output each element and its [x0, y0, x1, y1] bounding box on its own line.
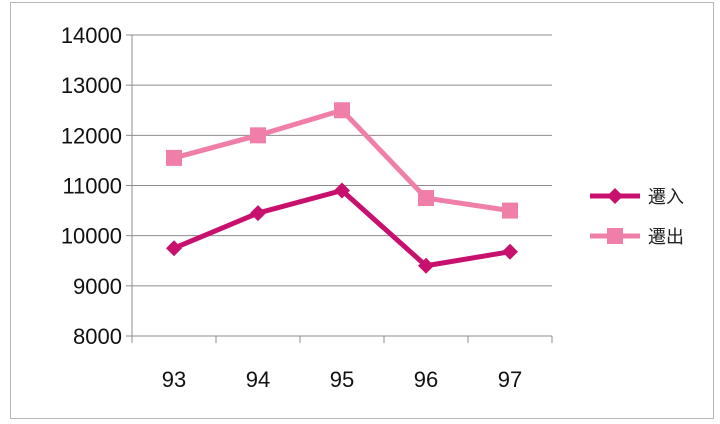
- data-point-marker: [418, 257, 434, 274]
- x-tick-labels: 93 94 95 96 97: [162, 367, 522, 392]
- y-tick-labels: 8000 9000 10000 11000 12000 13000 14000: [61, 23, 122, 349]
- data-point-marker: [250, 127, 266, 144]
- series-2: [166, 102, 518, 219]
- y-tick-label: 13000: [61, 73, 122, 98]
- data-point-marker: [250, 205, 266, 222]
- x-tick-label: 97: [498, 367, 522, 392]
- data-point-marker: [166, 149, 182, 166]
- x-tick-label: 93: [162, 367, 186, 392]
- x-tick-label: 96: [414, 367, 438, 392]
- y-tick-label: 8000: [73, 324, 122, 349]
- data-point-marker: [166, 240, 182, 257]
- series-1: [166, 182, 518, 274]
- legend-label: 遷入: [648, 187, 684, 208]
- data-point-marker: [502, 202, 518, 219]
- x-tick-label: 95: [330, 367, 354, 392]
- y-tick-label: 14000: [61, 23, 122, 48]
- y-tick-label: 11000: [62, 174, 122, 199]
- legend-swatch-marker: [607, 188, 623, 204]
- y-tick-label: 9000: [73, 274, 122, 299]
- data-point-marker: [334, 182, 350, 199]
- axes: [126, 34, 553, 343]
- data-point-marker: [502, 243, 518, 260]
- legend-label: 遷出: [648, 227, 684, 248]
- legend-swatch-marker: [607, 228, 623, 244]
- series-group: [166, 102, 518, 274]
- y-tick-label: 10000: [61, 224, 122, 249]
- x-tick-label: 94: [246, 367, 270, 392]
- data-point-marker: [418, 190, 434, 207]
- legend-item: 遷出: [590, 227, 684, 248]
- y-tick-label: 12000: [61, 123, 122, 148]
- legend-item: 遷入: [590, 187, 684, 208]
- data-point-marker: [334, 102, 350, 119]
